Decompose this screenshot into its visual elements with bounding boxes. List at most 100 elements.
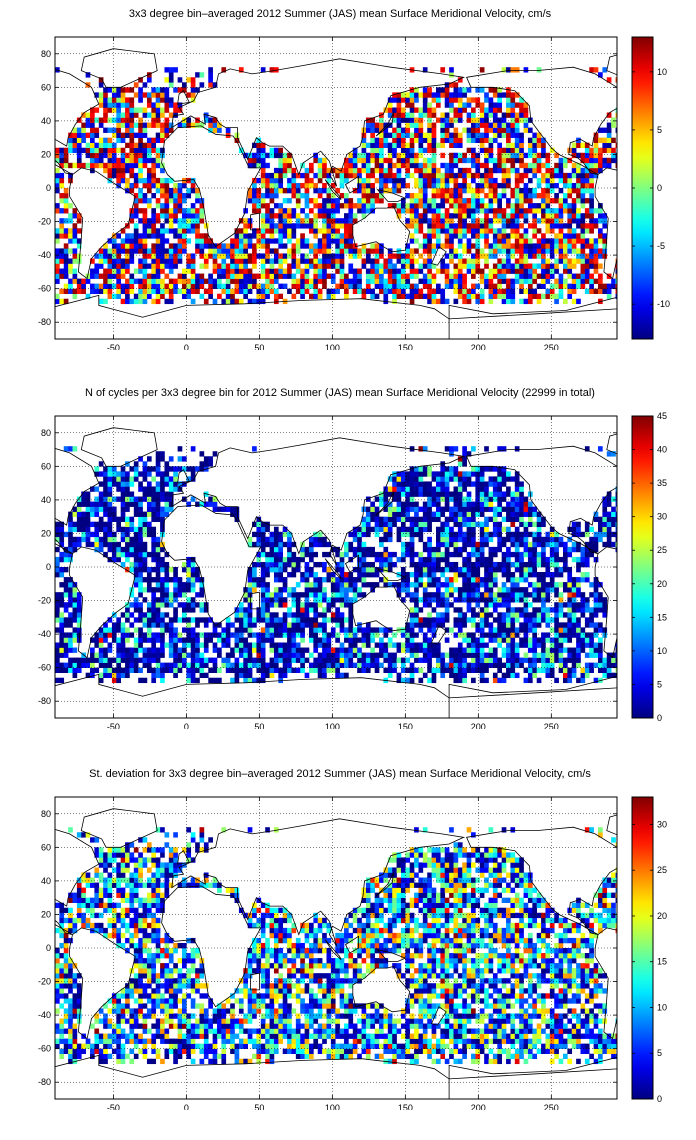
bin-cell bbox=[514, 147, 520, 154]
bin-cell bbox=[129, 283, 135, 289]
bin-cell bbox=[98, 157, 104, 164]
bin-cell bbox=[593, 288, 599, 294]
bin-cell bbox=[146, 142, 152, 149]
bin-cell bbox=[282, 587, 288, 593]
bin-cell bbox=[400, 677, 406, 684]
bin-cell bbox=[90, 147, 95, 154]
bin-cell bbox=[107, 142, 113, 149]
bin-cell bbox=[186, 293, 192, 300]
bin-cell bbox=[549, 172, 555, 179]
bin-cell bbox=[133, 147, 139, 154]
bin-cell bbox=[392, 263, 397, 269]
bin-cell bbox=[365, 167, 371, 174]
bin-cell bbox=[151, 278, 157, 284]
bin-cell bbox=[287, 228, 292, 234]
bin-cell bbox=[462, 278, 467, 284]
bin-cell bbox=[190, 177, 196, 184]
bin-cell bbox=[449, 72, 454, 78]
bin-cell bbox=[63, 208, 69, 214]
bin-cell bbox=[427, 592, 432, 598]
bin-cell bbox=[90, 122, 95, 128]
bin-cell bbox=[98, 152, 104, 159]
bin-cell bbox=[374, 258, 380, 264]
bin-cell bbox=[418, 117, 424, 123]
bin-cell bbox=[186, 263, 192, 269]
bin-cell bbox=[256, 233, 262, 239]
bin-cell bbox=[107, 263, 113, 269]
bin-cell bbox=[76, 137, 82, 143]
bin-cell bbox=[501, 248, 507, 254]
bin-cell bbox=[593, 263, 599, 269]
bin-cell bbox=[335, 218, 340, 224]
bin-cell bbox=[444, 182, 450, 189]
bin-cell bbox=[475, 167, 481, 174]
bin-cell bbox=[177, 107, 183, 113]
bin-cell bbox=[422, 258, 428, 264]
bin-cell bbox=[151, 642, 157, 648]
bin-cell bbox=[173, 253, 178, 259]
bin-cell bbox=[142, 577, 148, 583]
bin-cell bbox=[532, 193, 538, 199]
bin-cell bbox=[146, 627, 152, 633]
bin-cell bbox=[562, 198, 568, 204]
bin-cell bbox=[129, 298, 135, 305]
bin-cell bbox=[418, 597, 424, 603]
bin-cell bbox=[506, 172, 511, 179]
bin-cell bbox=[278, 213, 284, 219]
bin-cell bbox=[186, 278, 192, 284]
bin-cell bbox=[549, 248, 555, 254]
bin-cell bbox=[440, 193, 446, 199]
bin-cell bbox=[212, 667, 218, 673]
bin-cell bbox=[304, 612, 310, 618]
bin-cell bbox=[449, 652, 454, 658]
bin-cell bbox=[501, 162, 507, 169]
bin-cell bbox=[330, 208, 336, 214]
coastline bbox=[177, 90, 190, 105]
bin-cell bbox=[308, 223, 314, 229]
bin-cell bbox=[133, 112, 139, 118]
bin-cell bbox=[146, 582, 152, 588]
bin-cell bbox=[243, 597, 248, 603]
bin-cell bbox=[120, 637, 126, 643]
bin-cell bbox=[484, 592, 489, 598]
bin-cell bbox=[256, 657, 262, 663]
bin-cell bbox=[291, 208, 297, 214]
bin-cell bbox=[199, 72, 205, 78]
bin-cell bbox=[422, 248, 428, 254]
bin-cell bbox=[260, 298, 266, 305]
bin-cell bbox=[221, 642, 227, 648]
bin-cell bbox=[326, 632, 332, 638]
bin-cell bbox=[273, 182, 279, 189]
bin-cell bbox=[510, 672, 516, 679]
bin-cell bbox=[146, 157, 152, 164]
bin-cell bbox=[308, 607, 314, 613]
bin-cell bbox=[457, 258, 463, 264]
bin-cell bbox=[146, 662, 152, 668]
bin-cell bbox=[111, 142, 117, 149]
bin-cell bbox=[589, 213, 594, 219]
bin-cell bbox=[120, 122, 126, 128]
bin-cell bbox=[243, 592, 248, 598]
bin-cell bbox=[545, 667, 551, 673]
bin-cell bbox=[164, 182, 170, 189]
bin-cell bbox=[322, 647, 327, 653]
bin-cell bbox=[133, 203, 139, 209]
bin-cell bbox=[344, 273, 349, 279]
coastline bbox=[431, 246, 447, 266]
bin-cell bbox=[146, 92, 152, 98]
bin-cell bbox=[317, 602, 323, 608]
bin-cell bbox=[435, 233, 441, 239]
bin-cell bbox=[352, 147, 358, 154]
bin-cell bbox=[335, 672, 340, 679]
bin-cell bbox=[142, 283, 148, 289]
bin-cell bbox=[418, 677, 424, 684]
bin-cell bbox=[260, 67, 266, 73]
bin-cell bbox=[186, 652, 192, 658]
bin-cell bbox=[129, 142, 135, 149]
bin-cell bbox=[177, 647, 183, 653]
bin-cell bbox=[335, 258, 340, 264]
bin-cell bbox=[212, 662, 218, 668]
bin-cell bbox=[142, 213, 148, 219]
bin-cell bbox=[243, 647, 248, 653]
bin-cell bbox=[589, 243, 594, 249]
